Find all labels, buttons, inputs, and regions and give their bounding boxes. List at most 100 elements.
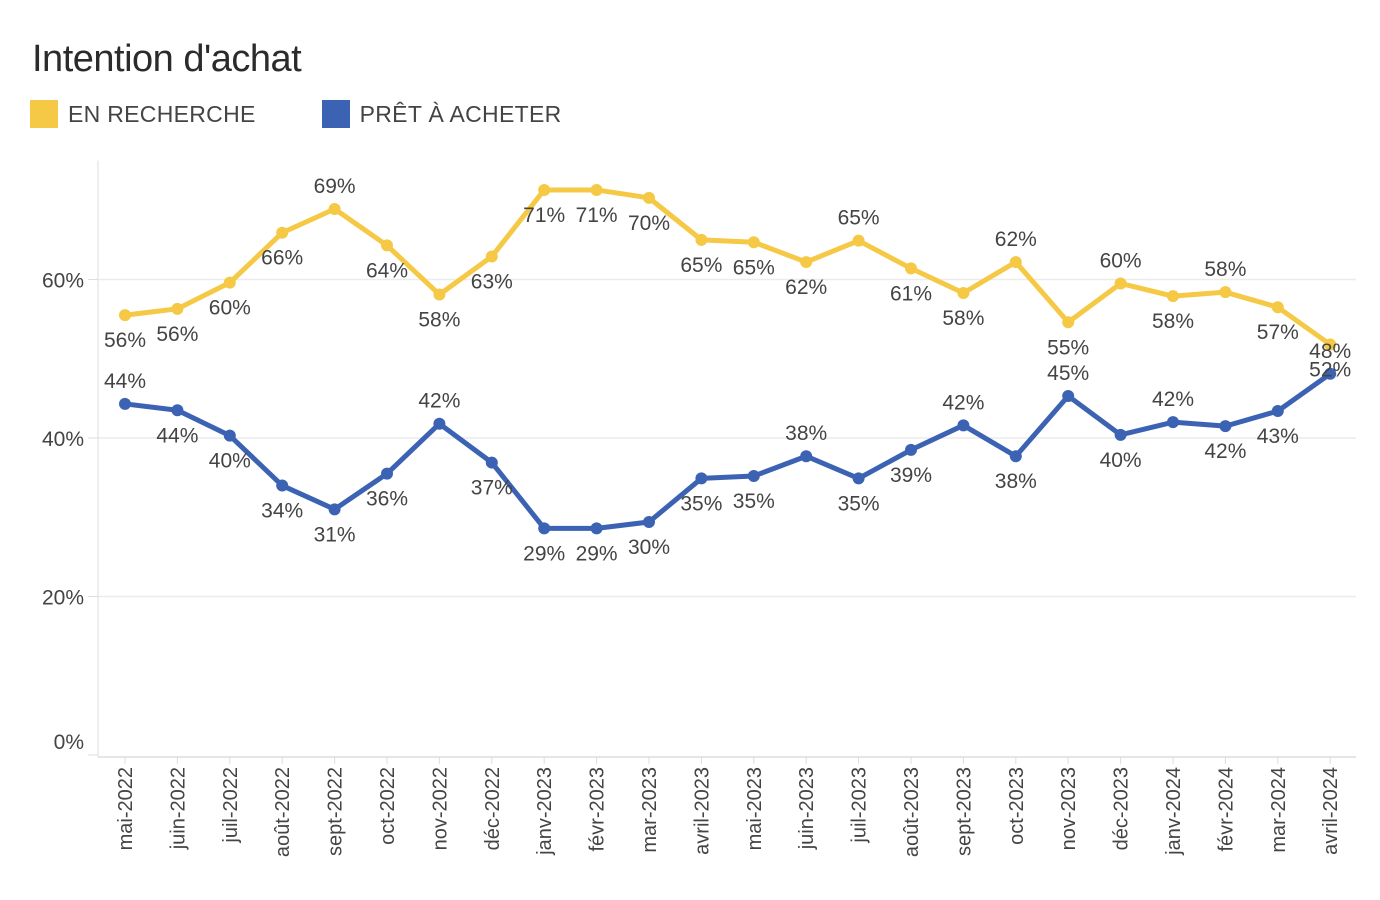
data-label-en-recherche: 55% [1047,336,1089,359]
data-label-pret-a-acheter: 29% [576,542,618,565]
data-point-en-recherche[interactable] [276,226,289,239]
legend-item-pret-a-acheter[interactable]: PRÊT À ACHETER [321,100,562,128]
data-label-pret-a-acheter: 45% [1047,362,1089,385]
data-point-en-recherche[interactable] [590,183,603,196]
data-point-pret-a-acheter[interactable] [433,417,446,430]
data-point-en-recherche[interactable] [852,234,865,247]
legend: EN RECHERCHE PRÊT À ACHETER [30,100,628,128]
data-label-pret-a-acheter: 31% [314,523,356,546]
data-point-pret-a-acheter[interactable] [747,470,760,483]
x-tick-label: août-2022 [272,767,294,857]
x-tick-label: déc-2022 [482,767,504,850]
x-tick-label: avril-2024 [1320,767,1342,855]
data-point-en-recherche[interactable] [1324,338,1337,351]
x-tick-label: oct-2023 [1006,767,1028,845]
data-point-pret-a-acheter[interactable] [852,472,865,485]
data-point-pret-a-acheter[interactable] [643,516,655,529]
data-point-en-recherche[interactable] [1062,316,1075,329]
data-label-pret-a-acheter: 42% [1152,388,1194,411]
data-label-pret-a-acheter: 36% [366,488,408,511]
data-point-pret-a-acheter[interactable] [1324,367,1337,380]
data-label-pret-a-acheter: 42% [942,391,984,414]
data-point-en-recherche[interactable] [381,239,393,252]
data-point-pret-a-acheter[interactable] [223,429,236,442]
data-label-en-recherche: 71% [523,204,565,227]
data-label-pret-a-acheter: 35% [733,490,775,513]
data-label-pret-a-acheter: 44% [104,370,146,393]
legend-swatch-pret-a-acheter [321,100,350,128]
data-point-pret-a-acheter[interactable] [538,522,551,535]
data-label-en-recherche: 65% [733,256,775,279]
data-point-pret-a-acheter[interactable] [381,467,393,480]
data-label-en-recherche: 56% [156,323,198,346]
data-point-pret-a-acheter[interactable] [1114,428,1127,441]
data-point-pret-a-acheter[interactable] [695,472,708,485]
data-label-en-recherche: 58% [1204,258,1246,281]
data-point-pret-a-acheter[interactable] [1219,420,1232,433]
data-point-en-recherche[interactable] [1219,286,1232,299]
chart-title: Intention d'achat [32,38,302,80]
data-label-pret-a-acheter: 44% [156,424,198,447]
data-label-pret-a-acheter: 35% [838,492,880,515]
data-point-pret-a-acheter[interactable] [1009,450,1022,463]
data-label-en-recherche: 63% [471,271,513,294]
data-point-en-recherche[interactable] [957,286,970,299]
data-point-pret-a-acheter[interactable] [957,419,970,432]
legend-label-pret-a-acheter: PRÊT À ACHETER [359,100,562,127]
data-point-en-recherche[interactable] [905,262,917,275]
data-point-en-recherche[interactable] [328,202,341,215]
data-label-en-recherche: 65% [680,254,722,277]
data-point-en-recherche[interactable] [171,302,184,315]
y-tick-label: 40% [42,428,84,451]
data-point-en-recherche[interactable] [1167,290,1179,303]
data-point-pret-a-acheter[interactable] [1271,405,1284,418]
data-point-pret-a-acheter[interactable] [328,503,341,516]
x-tick-label: févr-2023 [587,767,609,852]
data-label-en-recherche: 58% [942,307,984,330]
data-point-en-recherche[interactable] [643,191,655,204]
data-label-en-recherche: 58% [418,309,460,332]
data-point-en-recherche[interactable] [695,233,708,246]
data-label-en-recherche: 71% [576,204,618,227]
data-point-en-recherche[interactable] [800,256,813,269]
x-tick-label: déc-2023 [1111,767,1133,850]
data-point-pret-a-acheter[interactable] [800,450,813,463]
data-label-en-recherche: 65% [838,207,880,230]
data-label-pret-a-acheter: 48% [1309,340,1351,363]
data-point-pret-a-acheter[interactable] [485,456,498,469]
data-point-en-recherche[interactable] [433,288,446,301]
data-point-pret-a-acheter[interactable] [905,443,917,456]
data-label-pret-a-acheter: 42% [418,390,460,413]
data-point-pret-a-acheter[interactable] [171,404,184,417]
data-point-pret-a-acheter[interactable] [1167,416,1179,429]
data-point-en-recherche[interactable] [1114,277,1127,290]
data-point-pret-a-acheter[interactable] [1062,389,1075,402]
data-label-pret-a-acheter: 30% [628,536,670,559]
data-point-pret-a-acheter[interactable] [119,397,131,410]
data-point-pret-a-acheter[interactable] [276,479,289,492]
data-label-pret-a-acheter: 38% [785,422,827,445]
data-label-pret-a-acheter: 38% [995,470,1037,493]
data-label-en-recherche: 66% [261,247,303,270]
y-tick-label: 0% [54,731,84,754]
data-label-pret-a-acheter: 39% [890,464,932,487]
x-tick-label: juin-2022 [167,767,189,850]
series-line-pret-a-acheter [122,371,1333,531]
data-point-en-recherche[interactable] [538,183,551,196]
data-point-en-recherche[interactable] [1271,301,1284,314]
data-point-en-recherche[interactable] [1009,256,1022,269]
data-point-pret-a-acheter[interactable] [590,522,603,535]
data-label-pret-a-acheter: 29% [523,542,565,565]
data-point-en-recherche[interactable] [119,309,131,322]
data-point-en-recherche[interactable] [223,276,236,289]
data-label-pret-a-acheter: 37% [471,477,513,500]
x-tick-label: sept-2022 [325,767,347,856]
x-tick-label: sept-2023 [953,767,975,856]
data-point-en-recherche[interactable] [747,236,760,249]
legend-item-en-recherche[interactable]: EN RECHERCHE [30,100,256,128]
data-label-pret-a-acheter: 40% [1100,449,1142,472]
data-point-en-recherche[interactable] [485,250,498,263]
data-label-en-recherche: 57% [1257,321,1299,344]
legend-swatch-en-recherche [30,100,58,128]
x-tick-label: juin-2023 [796,767,818,850]
